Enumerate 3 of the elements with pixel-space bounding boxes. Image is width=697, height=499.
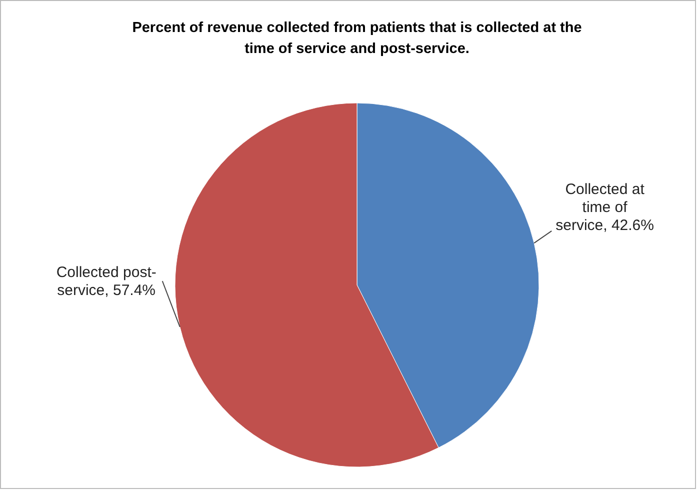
slice-label: Collected post-service, 57.4% bbox=[56, 264, 156, 300]
chart-title: Percent of revenue collected from patients that is collected at the time of service and post-service. bbox=[132, 20, 582, 57]
slice-label: Collected at time of service, 42.6% bbox=[556, 180, 654, 234]
